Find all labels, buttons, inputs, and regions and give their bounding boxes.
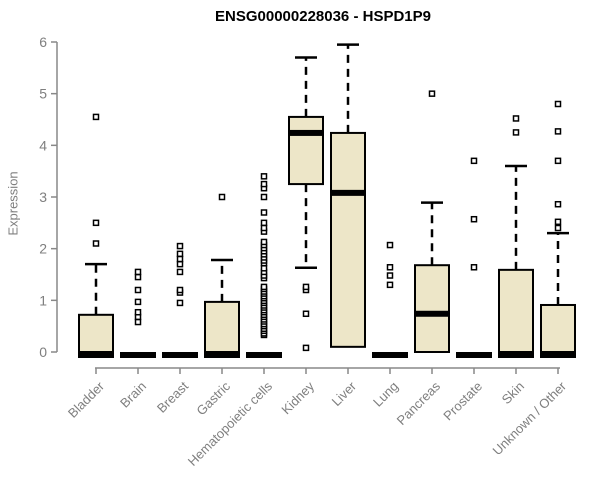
outlier-point (554, 157, 562, 165)
outlier-point (134, 298, 142, 306)
box-rect (288, 115, 324, 186)
outlier-point (260, 265, 268, 272)
y-tick-label: 2 (39, 241, 47, 257)
outlier-point (554, 200, 562, 208)
chart-title: ENSG00000228036 - HSPD1P9 (215, 8, 431, 25)
y-tick-label: 3 (39, 189, 47, 205)
y-tick-label: 5 (39, 86, 47, 102)
outlier-point (260, 173, 268, 180)
outlier-point (470, 215, 478, 223)
boxplot-prostate (456, 157, 492, 358)
outlier-point (512, 115, 520, 122)
outlier-point (92, 219, 100, 227)
outlier-point (302, 344, 310, 352)
outlier-point (554, 100, 562, 108)
y-tick-label: 4 (39, 137, 47, 153)
outlier-point (176, 250, 184, 258)
outlier-point (134, 308, 142, 316)
boxplot-gastric (204, 193, 240, 358)
median-line (204, 352, 240, 358)
median-line (78, 352, 114, 358)
box-rect (330, 131, 366, 348)
boxplot-liver (330, 43, 366, 348)
median-line (414, 310, 450, 317)
x-tick-label-skin: Skin (499, 379, 527, 407)
boxplot-skin (498, 115, 534, 358)
outlier-point (260, 180, 268, 188)
outlier-point (554, 224, 562, 232)
box-rect (414, 264, 450, 353)
outlier-point (386, 241, 394, 249)
outlier-point (386, 264, 394, 271)
outlier-point (260, 193, 268, 201)
x-tick-label-gastric: Gastric (193, 378, 233, 418)
x-tick-label-brain: Brain (117, 379, 149, 411)
outlier-point (428, 90, 436, 97)
box-rect (78, 313, 114, 354)
outlier-point (134, 318, 142, 326)
median-line (120, 352, 156, 358)
outlier-point (260, 219, 268, 227)
boxplot-kidney (288, 56, 324, 352)
median-line (540, 352, 576, 358)
x-tick-label-pancreas: Pancreas (394, 378, 444, 428)
x-tick-label-unknown-other: Unknown / Other (490, 378, 570, 458)
outlier-point (92, 113, 100, 121)
outlier-point (470, 157, 478, 165)
outlier-point (176, 242, 184, 250)
boxplot-hematopoietic-cells (246, 173, 282, 358)
outlier-point (386, 272, 394, 279)
median-line (372, 352, 408, 358)
box-rect (540, 303, 576, 354)
outlier-point (176, 299, 184, 307)
outlier-point (302, 283, 310, 291)
outlier-point (134, 268, 142, 276)
outlier-point (386, 281, 394, 289)
outlier-point (554, 128, 562, 135)
y-tick-label: 0 (39, 344, 47, 360)
outlier-point (176, 255, 184, 263)
outlier-point (470, 264, 478, 271)
x-tick-label-kidney: Kidney (278, 378, 317, 417)
y-tick-label: 6 (39, 34, 47, 50)
outlier-point (260, 224, 268, 232)
box-rect (498, 268, 534, 353)
boxplot-breast (162, 242, 198, 358)
outlier-point (176, 286, 184, 294)
outlier-point (176, 260, 184, 268)
median-line (456, 352, 492, 358)
median-line (498, 352, 534, 358)
median-line (288, 129, 324, 136)
boxplot-lung (372, 241, 408, 358)
boxplot-bladder (78, 113, 114, 358)
x-tick-label-breast: Breast (154, 378, 191, 415)
x-tick-label-liver: Liver (329, 378, 360, 409)
x-tick-label-lung: Lung (370, 379, 401, 410)
outlier-point (134, 286, 142, 294)
outlier-point (512, 129, 520, 136)
median-line (330, 189, 366, 196)
y-tick-label: 1 (39, 292, 47, 308)
outlier-point (302, 310, 310, 318)
x-tick-label-prostate: Prostate (440, 379, 485, 424)
boxplot-brain (120, 268, 156, 358)
outlier-point (554, 218, 562, 226)
outlier-point (260, 238, 268, 246)
outlier-point (218, 193, 226, 201)
x-tick-label-bladder: Bladder (65, 378, 108, 421)
boxplot-pancreas (414, 90, 450, 353)
median-line (246, 352, 282, 358)
median-line (162, 352, 198, 358)
outlier-point (176, 268, 184, 276)
outlier-point (260, 283, 268, 291)
outlier-point (260, 209, 268, 216)
outlier-point (134, 273, 142, 281)
boxplot-unknown-other (540, 100, 576, 358)
outlier-point (92, 240, 100, 247)
box-rect (204, 300, 240, 353)
